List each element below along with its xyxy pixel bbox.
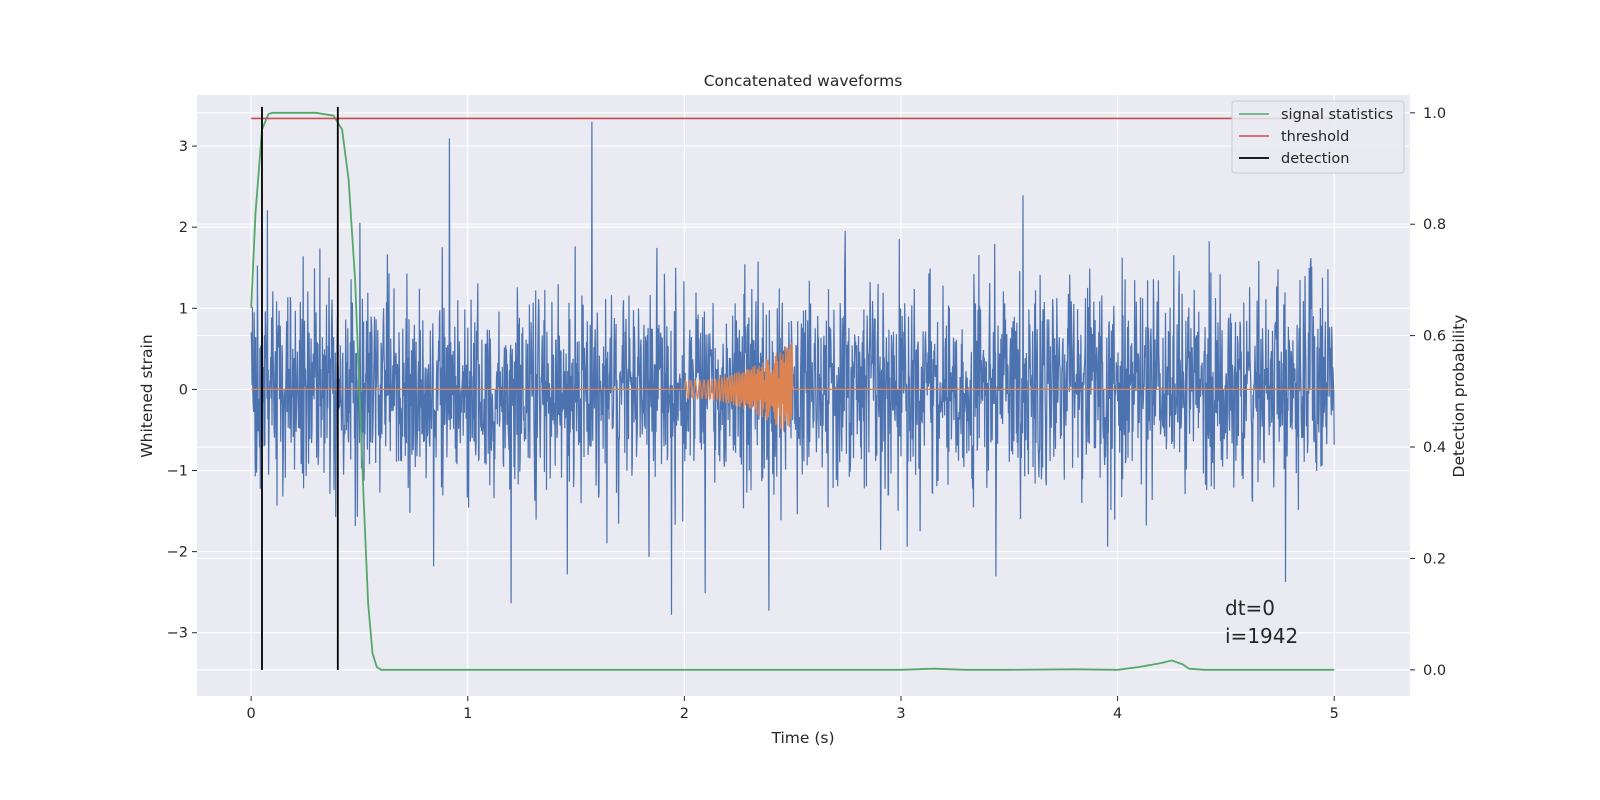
y2-tick-label: 0.6: [1423, 329, 1446, 345]
y2-axis-label: Detection probability: [1450, 315, 1468, 478]
x-tick-label: 0: [247, 706, 256, 722]
detection-series: [261, 106, 339, 670]
waveform-line: [251, 342, 1335, 431]
x-tick-label: 5: [1330, 706, 1339, 722]
y-tick-label: −2: [167, 545, 188, 561]
legend-label-signal-statistics: signal statistics: [1281, 107, 1393, 123]
strain-series: [250, 121, 1335, 615]
y2-tick-label: 1.0: [1423, 106, 1446, 122]
y-tick-label: 2: [179, 220, 188, 236]
x-tick-label: 2: [680, 706, 689, 722]
x-tick-label: 3: [896, 706, 905, 722]
legend-box: [1231, 100, 1405, 174]
annotation-index: i=1942: [1225, 624, 1298, 648]
y-tick-label: 0: [179, 382, 188, 398]
x-axis-label: Time (s): [770, 729, 834, 747]
y-tick-label: 1: [179, 301, 188, 317]
y-tick-label: 3: [179, 139, 188, 155]
x-tick-label: 4: [1113, 706, 1122, 722]
legend-label-detection: detection: [1281, 151, 1349, 167]
signal-statistics-line: [250, 111, 1335, 671]
legend-label-threshold: threshold: [1281, 129, 1349, 145]
annotation-dt: dt=0: [1225, 596, 1275, 620]
waveform-series: [251, 342, 1335, 431]
y2-tick-label: 0.4: [1423, 440, 1446, 456]
y2-tick-label: 0.0: [1423, 663, 1446, 679]
y-axis-label: Whitened strain: [138, 334, 156, 457]
y-tick-label: −3: [167, 626, 188, 642]
chart-title: Concatenated waveforms: [704, 72, 903, 90]
signal-statistics-series: [250, 111, 1335, 671]
x-tick-label: 1: [463, 706, 472, 722]
y-tick-label: −1: [167, 464, 188, 480]
y2-tick-label: 0.2: [1423, 551, 1446, 567]
axes: 0 1 2 3 4 5 −3 −2 −1 0 1 2 3 0.0 0.2 0.4 0.6 0.8 1.0: [167, 106, 1446, 722]
strain-line: [250, 121, 1335, 615]
y2-tick-label: 0.8: [1423, 217, 1446, 233]
legend: signal statistics threshold detection: [1231, 100, 1405, 174]
